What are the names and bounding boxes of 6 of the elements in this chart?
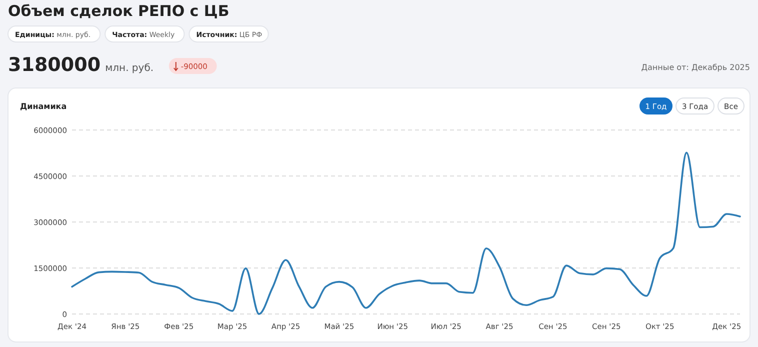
text: млн. руб. <box>105 63 154 74</box>
text: Данные от: Декабрь 2025 <box>641 63 750 72</box>
text: Динамика <box>20 102 67 111</box>
text: 3180000 <box>8 54 101 76</box>
chart-title: Объем сделок РЕПО с ЦБ <box>8 2 230 20</box>
line-series <box>71 152 741 315</box>
